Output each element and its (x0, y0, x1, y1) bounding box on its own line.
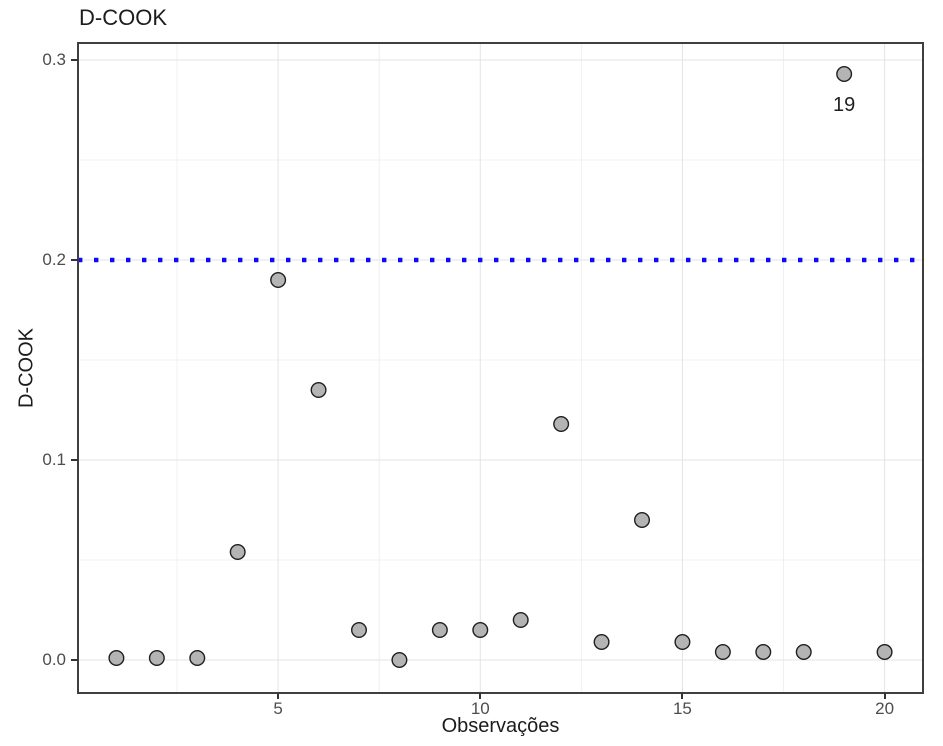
y-tick-label: 0.1 (42, 450, 66, 469)
data-point (593, 634, 610, 651)
data-point (148, 650, 165, 667)
data-point (229, 544, 246, 561)
y-tick-mark (71, 459, 78, 461)
data-point (553, 416, 570, 433)
data-point (836, 66, 853, 83)
x-tick-mark (479, 693, 482, 699)
panel-border (77, 42, 924, 694)
data-point (714, 644, 731, 661)
y-tick-label: 0.3 (42, 50, 66, 69)
data-point (634, 512, 651, 529)
y-tick-mark (71, 259, 78, 261)
x-tick-label: 15 (672, 699, 692, 718)
x-tick-mark (277, 693, 280, 699)
x-tick-label: 5 (273, 699, 283, 718)
data-point (350, 622, 367, 639)
y-tick-label: 0.0 (42, 650, 66, 669)
outlier-annotation: 19 (833, 94, 855, 116)
data-point (674, 634, 691, 651)
y-tick-mark (71, 59, 78, 61)
data-point (391, 652, 408, 669)
data-point (795, 644, 812, 661)
x-tick-mark (883, 693, 886, 699)
x-axis-title: Observações (441, 715, 560, 737)
data-point (310, 382, 327, 399)
data-point (189, 650, 206, 667)
plot-title: D-COOK (79, 5, 167, 30)
data-point (270, 271, 287, 288)
x-tick-mark (681, 693, 684, 699)
y-tick-label: 0.2 (42, 250, 66, 269)
y-axis-title: D-COOK (15, 328, 38, 408)
y-tick-mark (71, 659, 78, 661)
data-point (512, 612, 529, 629)
x-tick-label: 20 (875, 699, 895, 718)
data-point (755, 644, 772, 661)
data-point (431, 622, 448, 639)
plot-panel: 19 (77, 42, 924, 694)
data-point (472, 622, 489, 639)
x-tick-label: 10 (470, 699, 490, 718)
data-point (108, 650, 125, 667)
data-point (876, 644, 893, 661)
plot-area: 19 (77, 42, 924, 694)
